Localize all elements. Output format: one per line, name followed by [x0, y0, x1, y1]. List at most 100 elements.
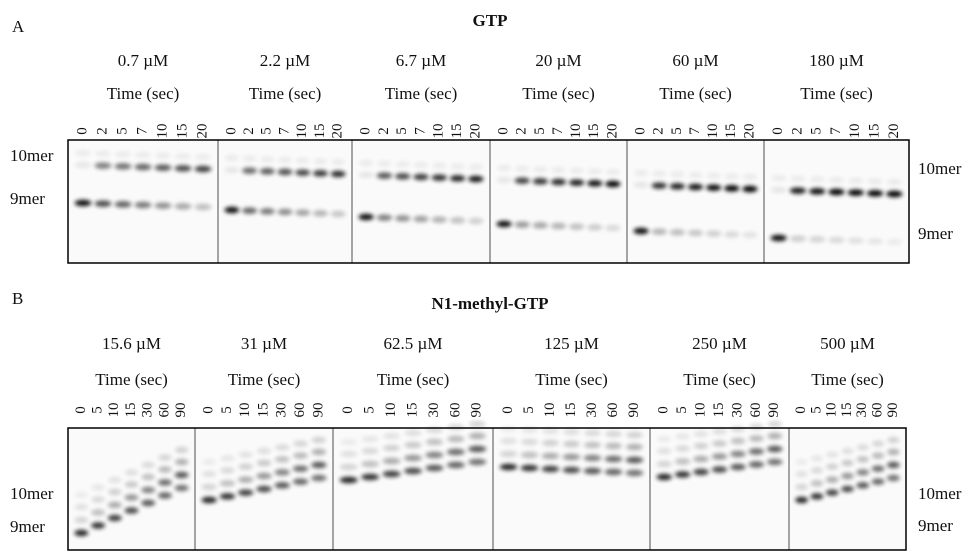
gel-band	[361, 473, 380, 481]
gel-band	[724, 185, 740, 192]
time-point-label: 30	[426, 403, 442, 418]
gel-band	[499, 450, 518, 458]
time-point-label: 60	[870, 403, 886, 418]
gel-band	[605, 442, 622, 450]
time-point-label: 0	[201, 406, 217, 414]
gel-band	[605, 180, 621, 188]
gel-band	[311, 448, 327, 456]
time-point-label: 30	[140, 403, 156, 418]
gel-band	[563, 440, 580, 448]
time-point-label: 15	[586, 124, 602, 139]
time-point-label: 20	[741, 124, 757, 139]
time-point-label: 5	[808, 406, 824, 414]
time-point-label: 5	[362, 406, 378, 414]
gel-band	[468, 432, 486, 440]
gel-band	[358, 213, 374, 221]
gel-band	[583, 467, 602, 475]
gel-band	[94, 162, 112, 169]
gel-band	[886, 474, 900, 482]
time-point-label: 2	[376, 127, 392, 135]
time-point-label: 5	[809, 127, 825, 135]
gel-band	[887, 448, 900, 456]
gel-band	[767, 432, 783, 440]
time-point-label: 15	[711, 403, 727, 418]
gel-band	[569, 223, 585, 230]
time-point-label: 60	[605, 403, 621, 418]
gel-band	[141, 486, 156, 494]
gel-band	[826, 451, 839, 458]
gel-band	[841, 459, 854, 467]
gel-band	[569, 179, 585, 186]
gel-band	[312, 210, 328, 217]
time-point-label: 0	[656, 406, 672, 414]
gel-band	[134, 163, 152, 171]
time-axis-label: Time (sec)	[249, 84, 322, 103]
gel-band	[730, 463, 746, 471]
time-point-label: 7	[828, 127, 844, 135]
gel-band	[449, 217, 466, 224]
gel-band	[687, 229, 704, 237]
gel-band	[74, 161, 92, 169]
gel-band	[767, 445, 783, 453]
time-point-label: 10	[824, 403, 840, 418]
gel-band	[826, 463, 839, 470]
gel-band	[157, 479, 172, 486]
time-point-label: 7	[412, 127, 428, 135]
gel-band	[810, 455, 824, 462]
band-label-left: 9mer	[10, 517, 45, 536]
time-point-label: 20	[604, 124, 620, 139]
time-point-label: 10	[237, 403, 253, 418]
gel-band	[361, 460, 380, 468]
concentration-label: 62.5 µM	[384, 334, 443, 353]
gel-band	[383, 432, 401, 440]
gel-band	[584, 429, 601, 437]
gel-band	[382, 470, 401, 478]
gel-band	[886, 178, 903, 186]
gel-band	[376, 172, 393, 179]
gel-band	[871, 440, 885, 447]
gel-band	[358, 171, 374, 179]
gel-band	[584, 441, 601, 449]
gel-band	[238, 451, 254, 458]
gel-band	[810, 480, 824, 487]
gel-band	[413, 173, 429, 181]
time-point-label: 0	[793, 406, 809, 414]
gel-band	[242, 207, 258, 214]
gel-band	[604, 455, 623, 463]
gel-band	[790, 175, 806, 182]
gel-band	[238, 463, 254, 470]
gel-band	[468, 217, 484, 225]
gel-band	[404, 467, 422, 475]
time-point-label: 2	[241, 127, 257, 135]
gel-band	[633, 181, 649, 189]
time-point-label: 10	[693, 403, 709, 418]
gel-band	[809, 188, 826, 195]
gel-band	[274, 444, 290, 451]
gel-band	[810, 467, 824, 474]
gel-band	[446, 461, 465, 469]
gel-band	[742, 185, 758, 193]
gel-band	[155, 152, 171, 159]
gel-band	[114, 201, 132, 208]
gel-band	[742, 231, 758, 239]
time-point-label: 5	[521, 406, 537, 414]
gel-band	[514, 177, 530, 184]
gel-band	[748, 435, 764, 442]
concentration-label: 125 µM	[544, 334, 599, 353]
gel-band	[605, 168, 621, 176]
gel-band	[856, 469, 870, 476]
gel-band	[174, 484, 189, 492]
gel-band	[339, 476, 358, 484]
gel-band	[795, 470, 808, 478]
gel-band	[242, 167, 258, 174]
gel-bands	[74, 149, 903, 246]
gel-band	[770, 174, 787, 182]
concentration-label: 20 µM	[535, 51, 581, 70]
gel-band	[141, 499, 156, 507]
gel-band	[748, 461, 765, 468]
time-point-label: 5	[669, 127, 685, 135]
gel-band	[277, 208, 293, 216]
gel-band	[693, 455, 709, 463]
gel-band	[124, 481, 139, 488]
gel-band	[468, 445, 487, 453]
